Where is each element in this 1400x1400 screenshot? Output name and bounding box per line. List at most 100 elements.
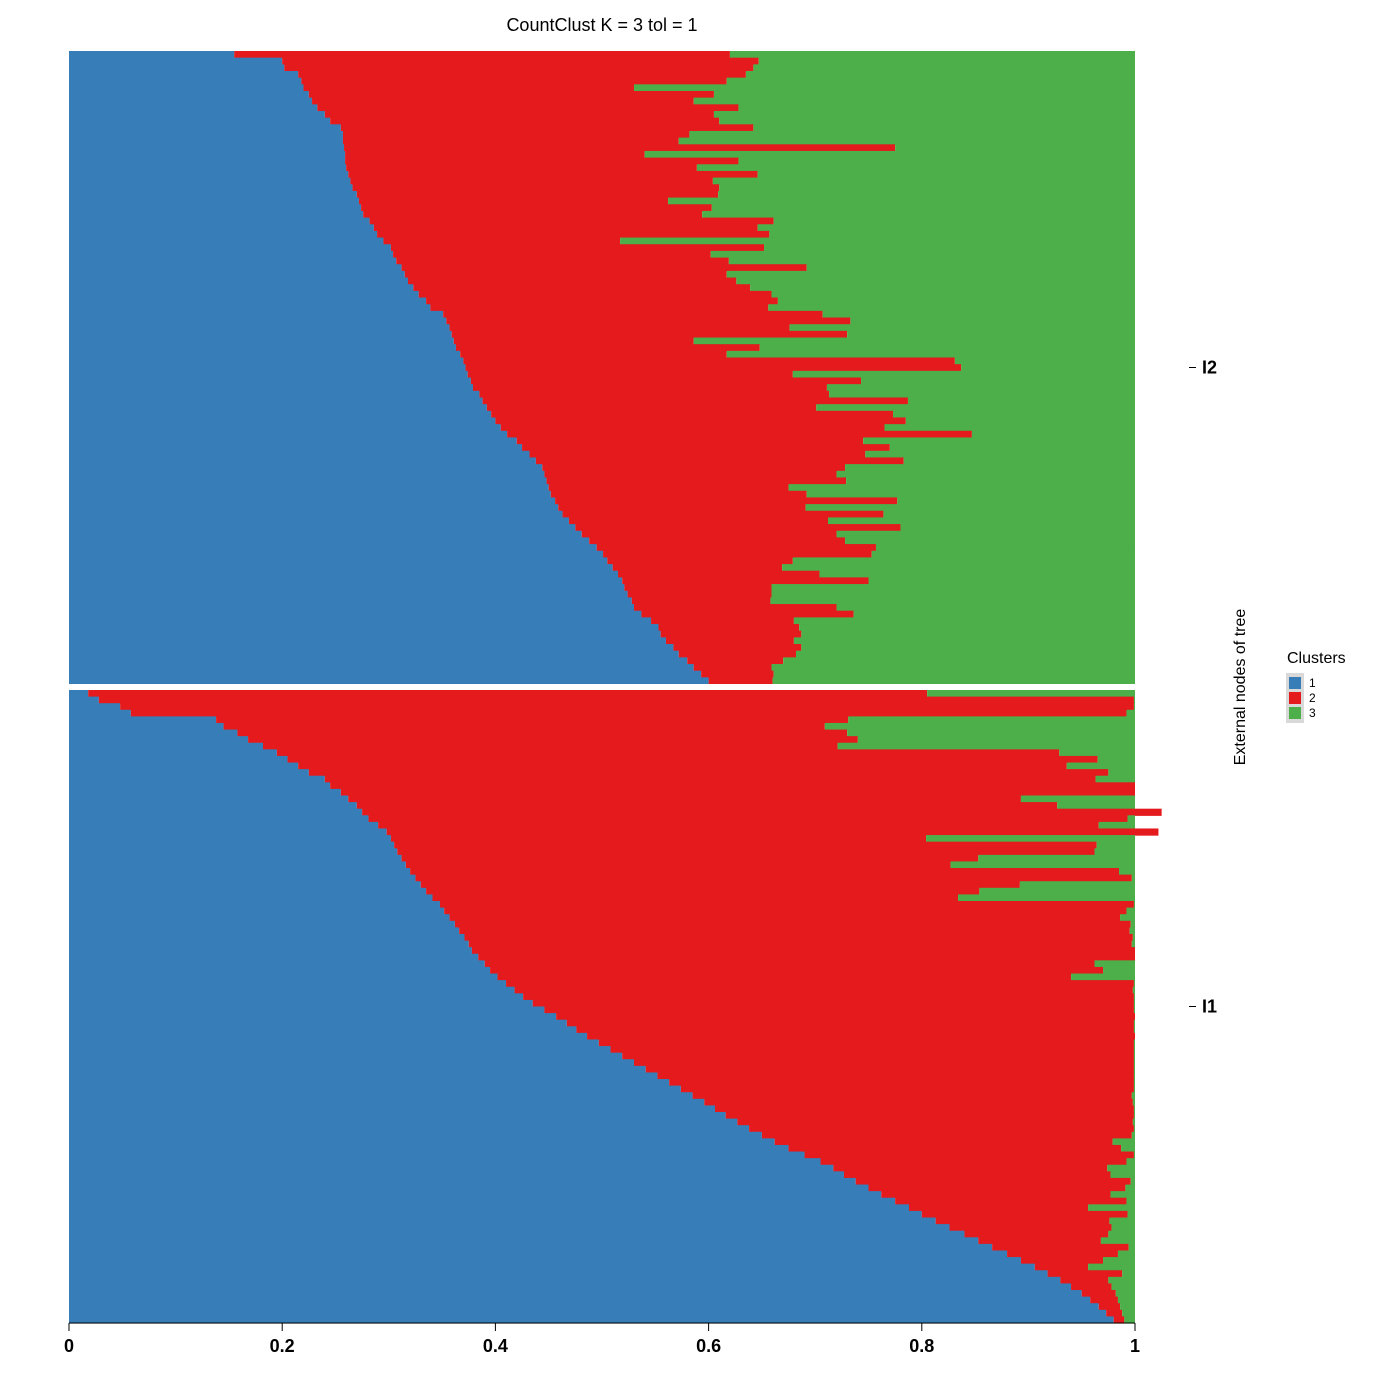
bar-I2-83-cluster-1 (69, 604, 634, 612)
bar-I2-54-cluster-3 (893, 410, 1135, 419)
bar-I2-33-cluster-3 (726, 270, 1135, 279)
bar-I2-91-cluster-3 (783, 657, 1135, 665)
x-tick-label-0.6: 0.6 (696, 1336, 721, 1356)
bar-I2-86-cluster-1 (69, 624, 659, 632)
bar-I1-10-cluster-3 (1097, 755, 1135, 764)
bar-I2-61-cluster-1 (69, 457, 536, 465)
bar-I2-37-cluster-1 (69, 297, 427, 305)
bar-I2-46-cluster-3 (954, 357, 1135, 365)
bar-I2-44-cluster-2 (455, 344, 760, 352)
bar-I2-18-cluster-1 (69, 170, 349, 179)
bar-I2-14-cluster-1 (69, 144, 345, 152)
bar-I2-71-cluster-3 (900, 524, 1135, 532)
bar-I1-36-cluster-3 (1129, 927, 1135, 935)
bar-I2-24-cluster-3 (702, 210, 1135, 219)
bar-I1-86-cluster-2 (1020, 1257, 1104, 1265)
bar-I1-90-cluster-3 (1111, 1283, 1135, 1291)
bar-I2-57-cluster-3 (971, 430, 1135, 439)
bar-I2-22-cluster-2 (358, 197, 669, 205)
bar-I2-60-cluster-1 (69, 450, 530, 459)
bar-I2-78-cluster-1 (69, 570, 618, 578)
bar-I2-85-cluster-1 (69, 617, 652, 625)
bar-I1-3-cluster-3 (1126, 709, 1135, 717)
bar-I2-11-cluster-3 (753, 124, 1135, 132)
bar-I1-53-cluster-1 (69, 1039, 599, 1047)
bar-I1-9-cluster-2 (276, 749, 1060, 757)
bar-I1-0-cluster-3 (927, 690, 1135, 698)
bar-I1-64-cluster-2 (725, 1112, 1134, 1120)
bar-I1-35-cluster-1 (69, 920, 455, 928)
bar-I2-12-cluster-3 (689, 130, 1135, 139)
bar-I1-81-cluster-2 (949, 1224, 1112, 1232)
bar-I1-90-cluster-2 (1071, 1283, 1112, 1291)
bar-I2-73-cluster-1 (69, 537, 590, 545)
bar-I2-64-cluster-3 (846, 477, 1135, 485)
bar-I2-47-cluster-2 (465, 364, 962, 372)
bar-I2-91-cluster-2 (687, 657, 784, 665)
bar-I2-63-cluster-2 (544, 470, 837, 479)
bar-I2-4-cluster-2 (301, 77, 727, 85)
bar-I2-6-cluster-1 (69, 90, 309, 99)
bar-I1-1-cluster-1 (69, 696, 99, 704)
bar-I2-50-cluster-3 (826, 384, 1135, 392)
bar-I1-75-cluster-3 (1125, 1184, 1135, 1192)
bar-I1-19-cluster-1 (69, 815, 369, 823)
bar-I2-42-cluster-3 (847, 330, 1135, 339)
bar-I2-36-cluster-1 (69, 290, 419, 299)
bar-I2-74-cluster-3 (875, 544, 1135, 552)
bar-I1-72-cluster-1 (69, 1164, 834, 1172)
bar-I2-31-cluster-2 (396, 257, 729, 265)
bar-I1-84-cluster-3 (1128, 1243, 1135, 1252)
bar-I2-62-cluster-2 (542, 464, 846, 472)
bar-I1-6-cluster-3 (847, 729, 1135, 737)
bar-I2-52-cluster-1 (69, 397, 483, 405)
bar-I2-78-cluster-3 (819, 570, 1135, 578)
bar-I2-42-cluster-2 (451, 330, 848, 339)
group-labels: I2 I1 (1189, 358, 1217, 1017)
bar-I2-65-cluster-3 (788, 484, 1135, 492)
bar-I2-50-cluster-1 (69, 384, 474, 392)
bar-I2-24-cluster-2 (363, 210, 703, 219)
bar-I2-12-cluster-2 (342, 130, 690, 139)
bar-I1-65-cluster-1 (69, 1118, 738, 1126)
bar-I2-75-cluster-3 (871, 550, 1135, 558)
bar-I2-60-cluster-3 (865, 450, 1135, 459)
bar-I2-89-cluster-3 (801, 644, 1135, 652)
bar-I1-94-cluster-1 (69, 1309, 1107, 1318)
bar-I2-82-cluster-1 (69, 597, 632, 605)
bar-I1-36-cluster-1 (69, 927, 460, 935)
bar-I1-83-cluster-1 (69, 1237, 979, 1245)
bar-I1-48-cluster-3 (1133, 1006, 1135, 1014)
bar-I1-31-cluster-2 (432, 894, 959, 902)
bar-I2-45-cluster-2 (460, 350, 727, 359)
bar-I2-10-cluster-3 (719, 117, 1135, 125)
bar-I2-81-cluster-2 (627, 590, 772, 598)
bar-I1-46-cluster-3 (1133, 993, 1135, 1001)
bar-I2-86-cluster-3 (799, 624, 1135, 632)
bar-I2-4-cluster-1 (69, 77, 302, 85)
bar-I2-70-cluster-1 (69, 517, 569, 525)
bar-I2-34-cluster-3 (736, 277, 1135, 285)
bar-I1-46-cluster-1 (69, 993, 524, 1001)
bar-I2-59-cluster-1 (69, 444, 523, 452)
bar-I1-70-cluster-3 (1133, 1151, 1135, 1159)
bar-I2-69-cluster-1 (69, 510, 563, 519)
x-tick-label-0.4: 0.4 (483, 1336, 508, 1356)
bar-I1-11-cluster-3 (1066, 762, 1135, 770)
bar-I1-9-cluster-1 (69, 749, 277, 757)
bar-I2-34-cluster-1 (69, 277, 408, 285)
bar-I1-6-cluster-2 (237, 729, 848, 737)
bar-I2-2-cluster-3 (753, 64, 1135, 72)
bar-I2-56-cluster-3 (884, 424, 1135, 432)
bar-I1-75-cluster-2 (868, 1184, 1126, 1192)
bar-I1-1-cluster-2 (98, 696, 1134, 704)
bar-I1-10-cluster-2 (287, 755, 1098, 764)
bar-I2-17-cluster-1 (69, 164, 347, 172)
bar-I2-57-cluster-1 (69, 430, 508, 439)
bar-I2-53-cluster-3 (816, 404, 1135, 412)
bar-I1-48-cluster-1 (69, 1006, 545, 1014)
bar-I2-3-cluster-2 (298, 70, 746, 79)
bar-I1-85-cluster-3 (1117, 1250, 1135, 1258)
bar-I2-33-cluster-2 (404, 270, 727, 279)
bar-I2-20-cluster-2 (352, 184, 720, 192)
